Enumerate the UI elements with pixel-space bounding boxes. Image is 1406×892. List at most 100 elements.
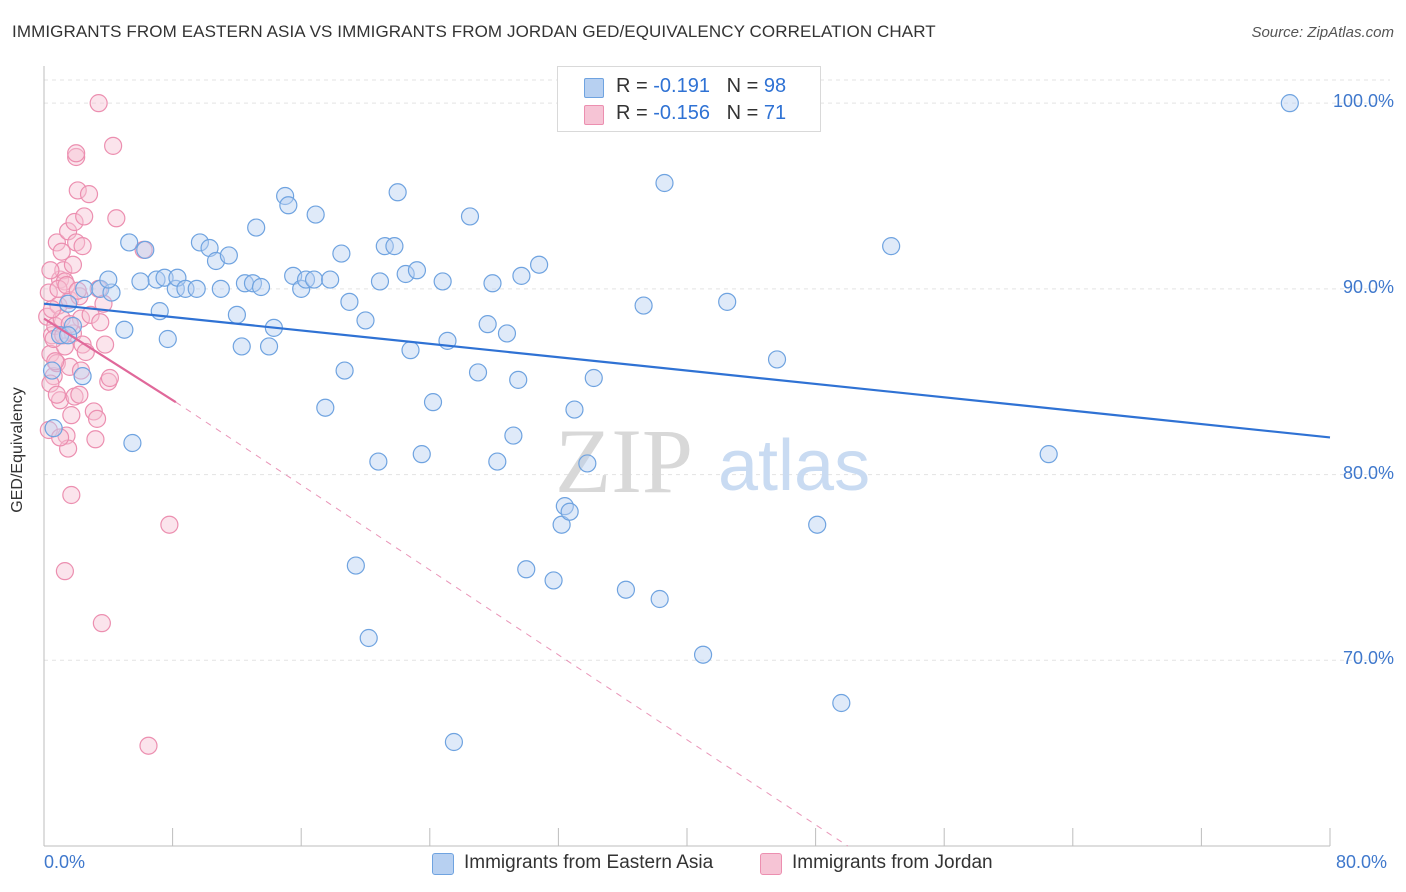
data-point	[832, 693, 851, 713]
data-point	[460, 207, 480, 226]
watermark-atlas: atlas	[718, 426, 870, 506]
bottom-legend-label: Immigrants from Eastern Asia	[464, 852, 714, 873]
data-point	[483, 274, 502, 293]
data-point	[882, 237, 901, 256]
legend-r-label: R =	[616, 102, 648, 124]
legend-r-value: -0.191	[653, 75, 710, 97]
source-note: Source: ZipAtlas.com	[1251, 24, 1394, 41]
data-point	[292, 279, 311, 298]
data-point	[52, 242, 71, 261]
data-point	[75, 279, 94, 298]
data-point	[247, 218, 266, 237]
data-point	[634, 296, 653, 315]
data-point	[512, 266, 531, 285]
data-point	[68, 181, 87, 200]
data-point	[693, 645, 713, 664]
data-point	[63, 316, 83, 336]
data-point	[131, 272, 150, 291]
data-point	[107, 209, 126, 228]
data-point	[808, 515, 827, 534]
data-point	[70, 385, 89, 404]
data-point	[62, 406, 81, 425]
data-point	[63, 255, 83, 274]
data-point	[92, 614, 111, 633]
data-point	[767, 350, 787, 369]
data-point	[407, 261, 427, 280]
data-point	[555, 497, 574, 516]
data-point	[497, 324, 517, 343]
data-point	[47, 233, 66, 252]
data-point	[73, 367, 92, 386]
data-point	[584, 368, 603, 388]
data-point	[385, 237, 404, 256]
watermark-zip: ZIP	[555, 410, 693, 512]
data-point	[321, 270, 340, 289]
data-point	[346, 556, 365, 575]
x-tick-label-max: 80.0%	[1336, 852, 1388, 872]
data-point	[433, 272, 452, 291]
data-point	[369, 452, 388, 471]
data-point	[57, 276, 76, 295]
legend-r-label: R =	[616, 75, 648, 97]
data-point	[62, 485, 81, 505]
data-point	[50, 391, 70, 410]
data-point	[616, 580, 636, 599]
data-point	[68, 281, 87, 300]
data-point	[279, 196, 298, 215]
data-point	[517, 560, 536, 579]
data-point	[552, 515, 571, 534]
legend-n-value: 71	[763, 102, 787, 124]
data-point	[41, 374, 60, 393]
data-point	[211, 279, 230, 298]
data-point	[655, 173, 674, 193]
data-point	[560, 502, 579, 521]
data-point	[190, 233, 210, 252]
data-point	[79, 185, 99, 204]
trend-lines	[43, 302, 1331, 847]
data-point	[565, 400, 584, 419]
data-point	[488, 452, 507, 471]
legend-n-label: N =	[726, 102, 759, 124]
y-tick-label: 80.0%	[1342, 462, 1394, 483]
data-point	[139, 736, 158, 755]
data-point	[359, 628, 378, 648]
data-point	[650, 589, 669, 609]
data-point	[412, 445, 431, 464]
data-point	[375, 237, 394, 256]
data-point	[219, 246, 238, 265]
data-point	[356, 311, 375, 330]
data-point	[335, 361, 354, 380]
data-point	[73, 237, 92, 256]
data-point	[187, 279, 206, 298]
legend-swatch-blue	[584, 78, 604, 98]
data-point	[87, 409, 107, 428]
data-point	[44, 419, 63, 438]
data-point	[99, 270, 118, 289]
data-point	[67, 144, 86, 163]
data-point	[232, 337, 251, 356]
data-point	[444, 732, 464, 752]
data-point	[100, 368, 120, 388]
data-point	[718, 292, 737, 311]
data-point	[136, 240, 155, 259]
y-tick-label: 100.0%	[1332, 91, 1394, 112]
data-point	[578, 454, 597, 473]
trend-line-jordan-extension	[175, 401, 849, 847]
legend-n-label: N =	[726, 75, 759, 97]
legend-r-value: -0.156	[653, 102, 710, 124]
correlation-legend: R = -0.191 N = 98 R = -0.156 N = 71	[557, 66, 821, 132]
data-point	[504, 426, 523, 445]
data-point	[120, 233, 139, 252]
data-point	[115, 320, 134, 339]
data-point	[1039, 445, 1058, 464]
legend-n-value: 98	[763, 75, 787, 97]
data-point	[227, 305, 246, 324]
data-point	[75, 207, 94, 226]
trend-line-jordan	[43, 317, 177, 404]
data-point	[478, 315, 497, 334]
legend-swatch-pink	[584, 105, 604, 125]
data-point	[95, 335, 115, 354]
data-point	[316, 398, 335, 417]
chart-title: IMMIGRANTS FROM EASTERN ASIA VS IMMIGRAN…	[12, 22, 936, 41]
data-point	[530, 255, 549, 274]
